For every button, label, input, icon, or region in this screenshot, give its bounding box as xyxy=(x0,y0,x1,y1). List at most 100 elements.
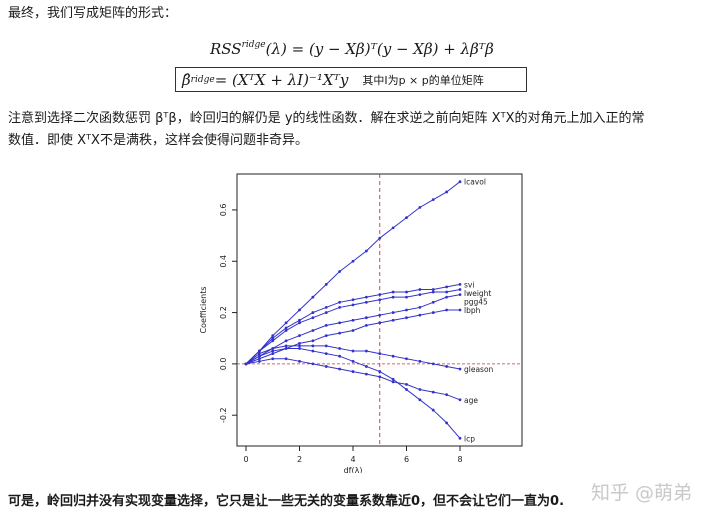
data-point-age xyxy=(458,398,462,402)
data-point-age xyxy=(405,383,408,386)
data-point-lweight xyxy=(338,306,342,309)
series-label-lcp: lcp xyxy=(464,434,475,443)
data-point-lweight xyxy=(271,339,275,343)
data-point-pgg45 xyxy=(391,311,395,314)
data-point-pgg45 xyxy=(378,313,382,317)
data-point-pgg45 xyxy=(445,295,449,299)
data-point-lweight xyxy=(324,311,328,314)
data-point-lcavol xyxy=(364,249,368,253)
data-point-svi xyxy=(338,300,342,304)
data-point-age xyxy=(271,357,275,361)
data-point-lcavol xyxy=(418,205,422,209)
series-label-lcavol: lcavol xyxy=(464,178,486,187)
data-point-gleason xyxy=(284,344,288,348)
data-point-lcp xyxy=(378,370,382,373)
data-point-lcp xyxy=(458,436,462,440)
data-point-svi xyxy=(378,293,382,297)
data-point-gleason xyxy=(378,352,382,356)
data-point-pgg45 xyxy=(418,306,422,309)
data-point-age xyxy=(257,359,261,363)
data-point-lcavol xyxy=(311,295,315,299)
series-label-svi: svi xyxy=(464,280,474,289)
data-point-lcp xyxy=(445,421,449,425)
data-point-svi xyxy=(445,285,449,289)
data-point-pgg45 xyxy=(324,323,328,327)
data-point-lbph xyxy=(418,313,422,317)
x-tick-label: 8 xyxy=(457,455,462,464)
data-point-lweight xyxy=(311,316,315,320)
data-point-svi xyxy=(418,288,422,291)
series-label-age: age xyxy=(464,396,478,405)
data-point-lbph xyxy=(364,323,368,327)
data-point-lcavol xyxy=(458,180,462,184)
y-tick-label: 0.2 xyxy=(219,306,228,319)
data-point-lweight xyxy=(257,349,261,353)
data-point-lcavol xyxy=(324,282,328,286)
y-tick-label: 0.4 xyxy=(219,255,228,268)
x-tick-label: 6 xyxy=(404,455,409,464)
explanation-line-1: 注意到选择二次函数惩罚 βᵀβ，岭回归的解仍是 y的线性函数．解在求逆之前向矩阵… xyxy=(8,111,645,126)
data-point-pgg45 xyxy=(364,316,368,320)
data-point-gleason xyxy=(458,367,462,371)
data-point-lcp xyxy=(338,354,342,358)
data-point-lcp xyxy=(351,359,355,363)
data-point-svi xyxy=(364,295,368,299)
ridge-solution-equation: β̂ ridge = (XᵀX + λI)⁻¹Xᵀy 其中I为p × p的单位矩阵 xyxy=(175,67,527,92)
data-point-lcp xyxy=(431,408,435,412)
data-point-lbph xyxy=(298,341,301,345)
series-label-lbph: lbph xyxy=(464,306,481,315)
data-point-lweight xyxy=(445,290,449,294)
data-point-lbph xyxy=(445,308,449,312)
ridge-coefficient-path-chart: 0 2 4 6 8 -0.2 0.0 0.2 0.4 0.6 df(λ) Coefficients l… xyxy=(190,168,525,477)
data-point-lbph xyxy=(311,339,315,343)
data-point-gleason xyxy=(324,344,328,348)
data-point-gleason xyxy=(271,347,275,350)
series-line-age xyxy=(245,358,461,401)
data-point-age xyxy=(298,359,301,363)
data-point-lbph xyxy=(391,318,395,322)
data-point-lbph xyxy=(458,308,462,312)
series-label-gleason: gleason xyxy=(464,365,494,374)
data-point-gleason xyxy=(405,357,408,361)
rss-equation: RSSridge(λ) = (y − Xβ)ᵀ(y − Xβ) + λβᵀβ xyxy=(210,40,494,58)
x-tick-label: 0 xyxy=(243,455,248,464)
data-point-lweight xyxy=(391,295,395,299)
data-point-pgg45 xyxy=(351,318,355,322)
data-point-svi xyxy=(458,282,462,286)
data-point-lcavol xyxy=(431,198,435,202)
data-point-lbph xyxy=(271,352,275,356)
data-point-age xyxy=(418,388,422,391)
data-point-pgg45 xyxy=(338,321,342,325)
data-point-lweight xyxy=(378,298,382,302)
data-point-gleason xyxy=(364,349,368,353)
y-tick-label: 0.6 xyxy=(219,204,228,217)
data-point-age xyxy=(378,375,382,379)
data-point-age xyxy=(445,393,449,397)
data-point-lcp xyxy=(257,354,261,358)
x-tick-label: 2 xyxy=(297,455,302,464)
series-label-lweight: lweight xyxy=(464,289,491,298)
data-point-lcp xyxy=(324,352,328,356)
data-point-svi xyxy=(311,311,315,314)
data-point-lcp xyxy=(284,347,288,350)
data-point-lbph xyxy=(338,331,342,335)
data-point-pgg45 xyxy=(284,339,288,343)
data-point-lcp xyxy=(311,349,315,353)
y-axis-label: Coefficients xyxy=(199,286,208,333)
data-point-lweight xyxy=(418,293,422,297)
data-point-lcp xyxy=(418,398,422,402)
data-point-svi xyxy=(431,288,435,291)
data-point-lcp xyxy=(364,365,368,368)
data-point-lbph xyxy=(378,321,382,325)
x-tick-label: 4 xyxy=(350,455,355,464)
data-point-lcavol xyxy=(298,308,301,312)
data-point-svi xyxy=(284,326,288,330)
data-point-lcp xyxy=(271,349,275,353)
data-point-lweight xyxy=(364,300,368,304)
data-point-gleason xyxy=(391,354,395,358)
data-point-age xyxy=(338,367,342,371)
data-point-lbph xyxy=(351,329,355,332)
explanation-line-2: 数值．即使 XᵀX不是满秩，这样会使得问题非奇异。 xyxy=(8,133,308,148)
data-point-lcavol xyxy=(445,190,449,194)
data-point-lcp xyxy=(244,362,248,366)
